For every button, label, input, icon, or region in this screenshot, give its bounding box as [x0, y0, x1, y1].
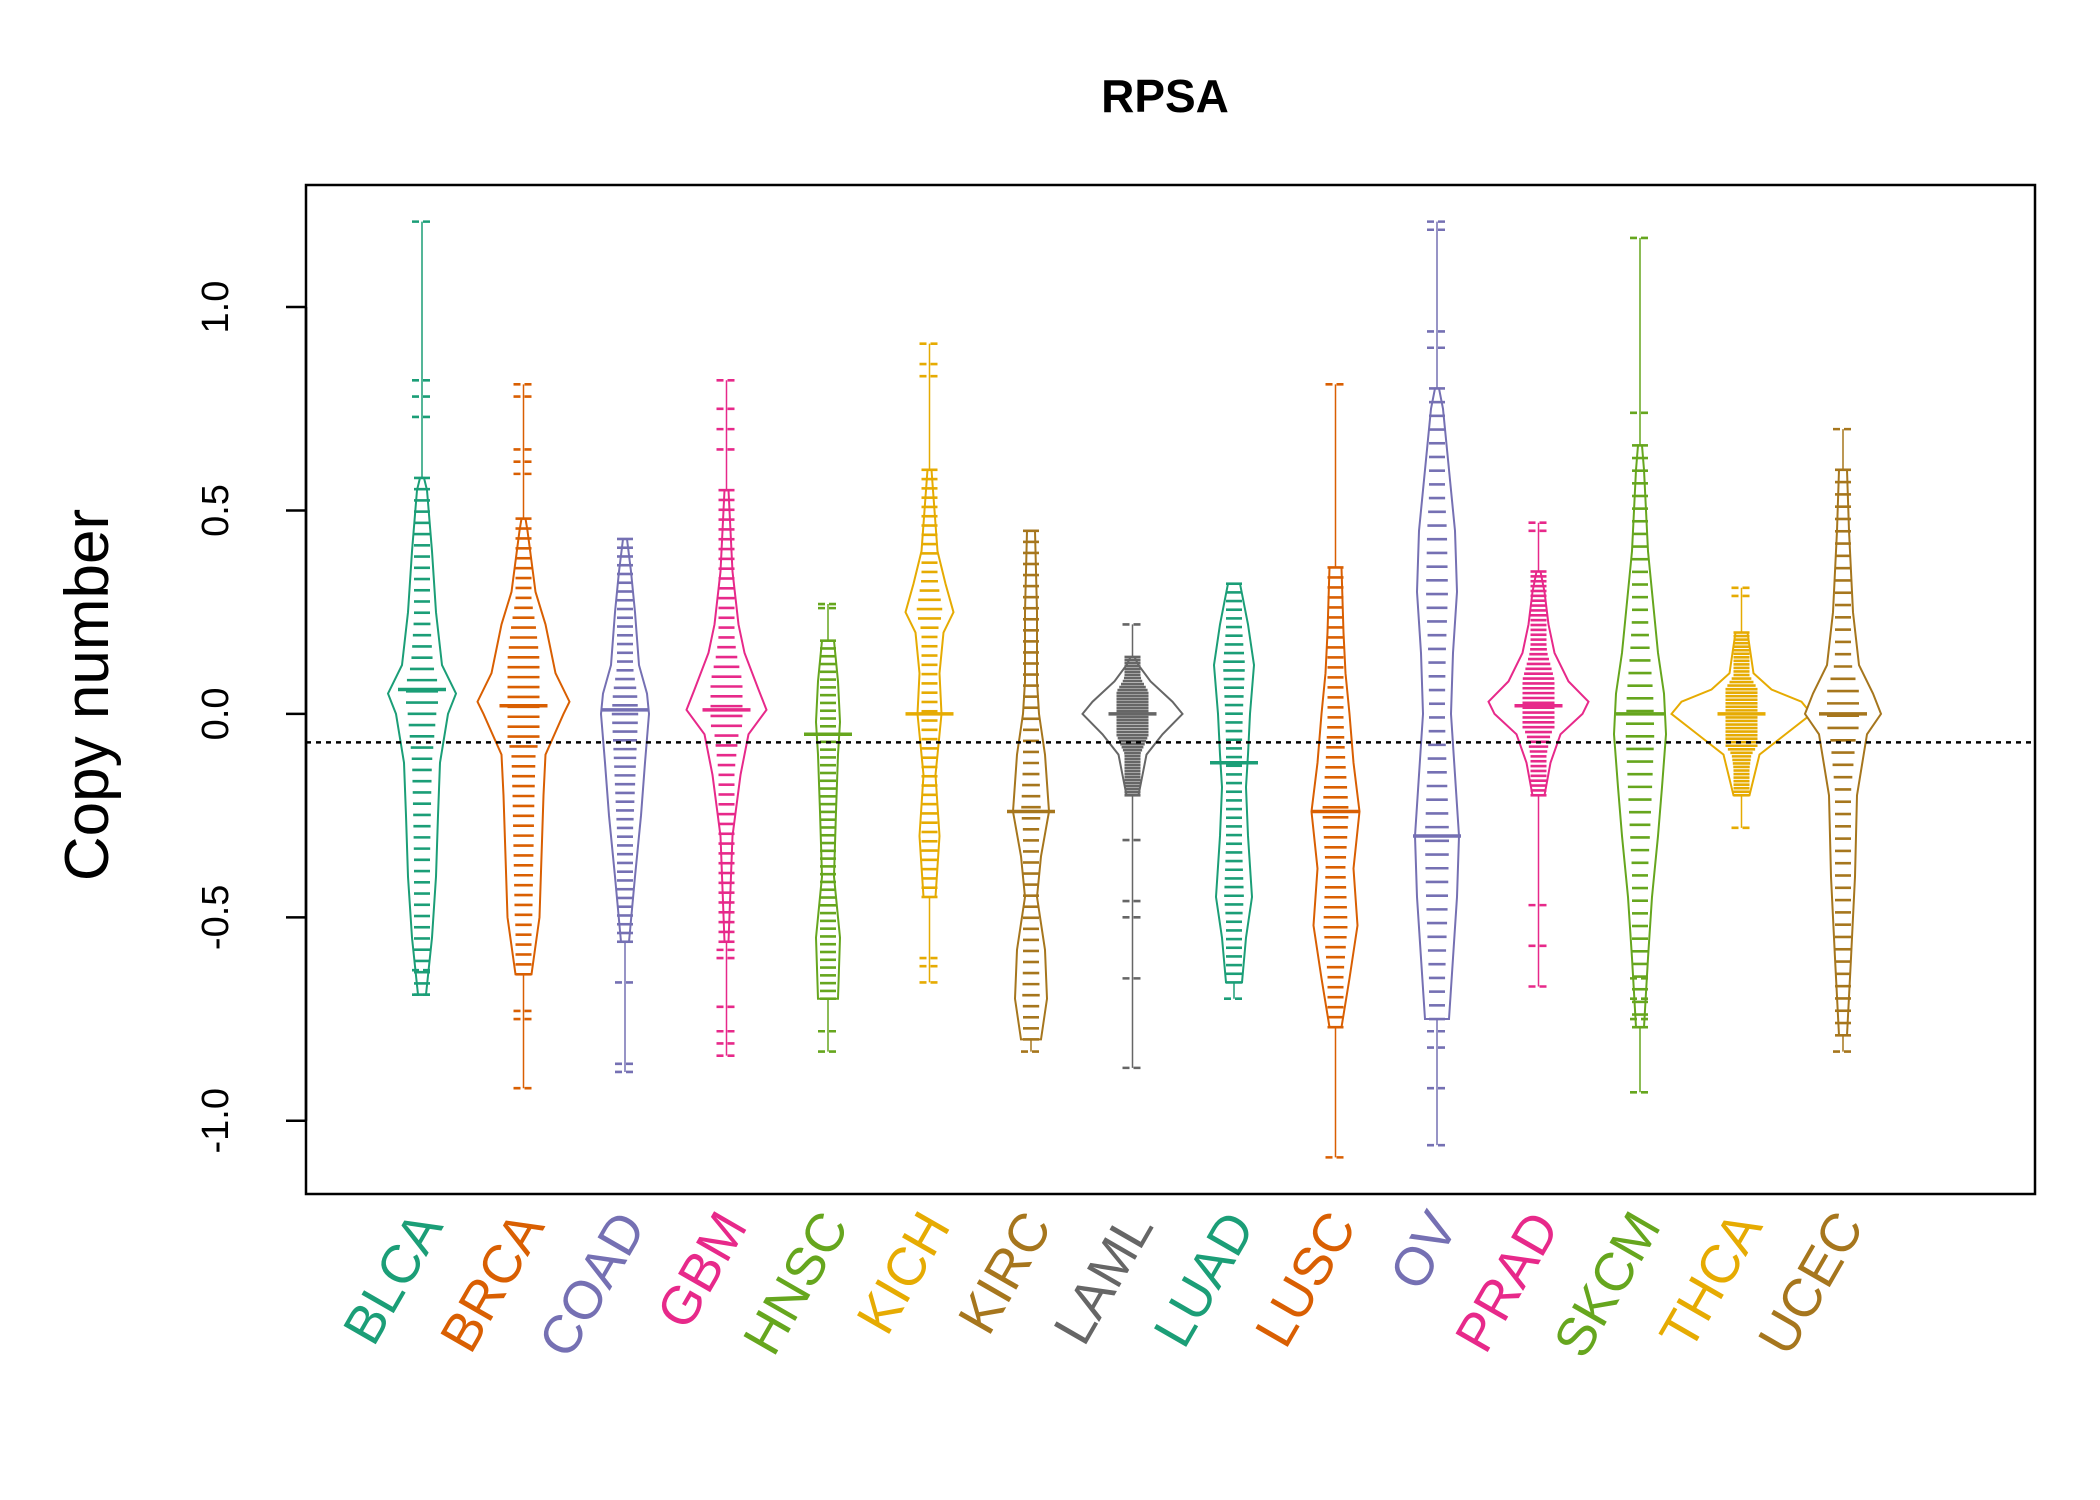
- bean-prad: [1487, 521, 1590, 988]
- x-tick-label-luad: LUAD: [1142, 1202, 1266, 1357]
- bean-kirc: [1007, 529, 1055, 1053]
- x-tick-label-laml: LAML: [1042, 1202, 1165, 1354]
- chart-title: RPSA: [1101, 70, 1229, 122]
- y-tick-label: 0.0: [195, 687, 237, 740]
- bean-brca: [476, 383, 571, 1090]
- bean-laml: [1081, 623, 1184, 1070]
- y-tick-label: 1.0: [195, 281, 237, 334]
- beans-layer: [386, 220, 1883, 1159]
- bean-hnsc: [804, 602, 852, 1053]
- bean-kich: [904, 342, 955, 984]
- y-tick-label: 0.5: [195, 484, 237, 537]
- plot-frame: [304, 183, 2037, 1196]
- bean-skcm: [1612, 236, 1668, 1094]
- y-axis: 1.0 0.5 0.0 -0.5 -1.0: [195, 281, 308, 1154]
- y-tick-label: -0.5: [195, 885, 237, 950]
- bean-thca: [1670, 586, 1813, 830]
- bean-luad: [1210, 582, 1258, 1001]
- bean-lusc: [1310, 383, 1361, 1159]
- x-tick-label-skcm: SKCM: [1542, 1202, 1672, 1367]
- x-tick-label-ucec: UCEC: [1747, 1202, 1875, 1365]
- bean-coad: [599, 537, 651, 1074]
- x-tick-label-kich: KICH: [845, 1202, 961, 1344]
- x-tick-label-lusc: LUSC: [1244, 1202, 1368, 1357]
- bean-ov: [1413, 220, 1461, 1147]
- bean-blca: [386, 220, 458, 996]
- x-tick-label-hnsc: HNSC: [732, 1202, 860, 1365]
- y-tick-label: -1.0: [195, 1088, 237, 1153]
- x-tick-label-coad: COAD: [527, 1202, 657, 1367]
- y-axis-label: Copy number: [53, 509, 122, 881]
- bean-gbm: [685, 378, 768, 1057]
- x-tick-label-ov: OV: [1378, 1202, 1469, 1300]
- bean-ucec: [1803, 427, 1883, 1053]
